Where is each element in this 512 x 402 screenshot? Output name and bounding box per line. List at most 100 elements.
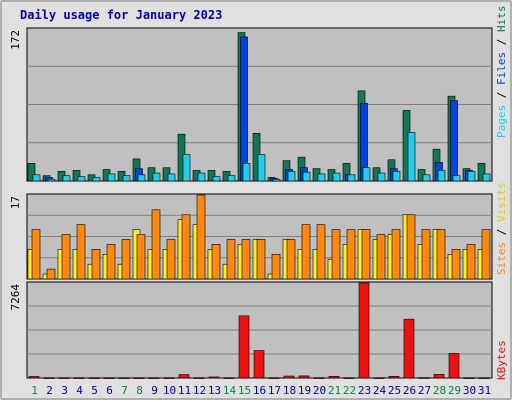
day-label-26: 26 xyxy=(403,384,416,397)
visits-bar-day-25 xyxy=(391,229,401,280)
visits-bar-day-29 xyxy=(451,249,461,280)
pages-bar-day-17 xyxy=(272,178,281,182)
pages-bar-day-10 xyxy=(167,173,176,182)
visits-bar-day-12 xyxy=(196,194,206,280)
day-label-20: 20 xyxy=(313,384,326,397)
pages-bar-day-20 xyxy=(317,173,326,182)
visits-bar-day-28 xyxy=(436,229,446,280)
legend-middle-separator: / xyxy=(495,222,508,242)
kbytes-bar-day-29 xyxy=(448,353,460,379)
day-label-1: 1 xyxy=(31,384,38,397)
day-label-19: 19 xyxy=(298,384,311,397)
kbytes-bar-day-21 xyxy=(328,376,340,379)
visits-bar-day-20 xyxy=(316,224,326,280)
day-label-11: 11 xyxy=(178,384,191,397)
kbytes-bar-day-8 xyxy=(133,377,145,379)
day-label-9: 9 xyxy=(151,384,158,397)
files-bar-day-29 xyxy=(450,100,458,182)
pages-bar-day-30 xyxy=(467,170,476,182)
legend-middle: Sites / Visits xyxy=(495,182,508,275)
pages-bar-day-24 xyxy=(377,172,386,182)
legend-top-separator: / xyxy=(495,85,508,105)
visits-bar-day-17 xyxy=(271,253,281,280)
kbytes-bar-day-3 xyxy=(58,377,70,379)
files-bar-day-15 xyxy=(240,36,248,182)
day-label-24: 24 xyxy=(373,384,387,397)
visits-bar-day-24 xyxy=(376,234,386,280)
day-label-14: 14 xyxy=(223,384,237,397)
pages-bar-day-25 xyxy=(392,170,401,182)
kbytes-bar-day-7 xyxy=(118,377,130,379)
pages-bar-day-31 xyxy=(482,173,491,182)
legend-middle-sites: Sites xyxy=(495,242,508,275)
visits-bar-day-30 xyxy=(466,244,476,280)
visits-bar-day-1 xyxy=(31,229,41,280)
bottom-ymax-label: 7264 xyxy=(9,284,22,311)
pages-bar-day-5 xyxy=(92,177,101,182)
kbytes-bar-day-23 xyxy=(358,282,370,379)
kbytes-bar-day-24 xyxy=(373,377,385,379)
visits-bar-day-6 xyxy=(106,244,116,280)
pages-bar-day-4 xyxy=(77,176,86,182)
pages-bar-day-22 xyxy=(347,174,356,182)
day-label-13: 13 xyxy=(208,384,221,397)
hits-bar-day-1 xyxy=(27,163,36,182)
day-label-4: 4 xyxy=(76,384,83,397)
pages-bar-day-29 xyxy=(452,175,461,182)
visits-bar-day-16 xyxy=(256,239,266,280)
day-label-28: 28 xyxy=(433,384,446,397)
kbytes-bar-day-5 xyxy=(88,377,100,379)
pages-bar-day-15 xyxy=(242,163,251,182)
day-label-27: 27 xyxy=(418,384,431,397)
kbytes-bar-day-31 xyxy=(478,377,490,379)
kbytes-bar-day-14 xyxy=(223,377,235,379)
kbytes-bar-day-9 xyxy=(148,377,160,379)
day-label-6: 6 xyxy=(106,384,113,397)
pages-bar-day-7 xyxy=(122,175,131,182)
day-label-16: 16 xyxy=(253,384,266,397)
legend-top-hits: Hits xyxy=(495,6,508,33)
chart-title: Daily usage for January 2023 xyxy=(20,8,223,22)
pages-bar-day-9 xyxy=(152,172,161,182)
legend-top: Pages / Files / Hits xyxy=(495,6,508,139)
pages-bar-day-23 xyxy=(362,167,371,182)
day-label-10: 10 xyxy=(163,384,176,397)
legend-bottom-kbytes: KBytes xyxy=(495,340,508,380)
visits-bar-day-22 xyxy=(346,229,356,280)
kbytes-bar-day-30 xyxy=(463,377,475,379)
visits-bar-day-9 xyxy=(151,209,161,280)
legend-bottom: KBytes xyxy=(495,340,508,380)
pages-bar-day-14 xyxy=(227,175,236,182)
kbytes-bar-day-25 xyxy=(388,375,400,379)
pages-bar-day-18 xyxy=(287,170,296,182)
kbytes-bar-day-27 xyxy=(418,377,430,379)
visits-bar-day-21 xyxy=(331,229,341,280)
kbytes-bar-day-6 xyxy=(103,377,115,379)
visits-bar-day-10 xyxy=(166,239,176,280)
pages-bar-day-6 xyxy=(107,173,116,182)
visits-bar-day-27 xyxy=(421,229,431,280)
day-label-31: 31 xyxy=(478,384,491,397)
pages-bar-day-2 xyxy=(47,178,56,182)
kbytes-bar-day-18 xyxy=(283,375,295,379)
pages-bar-day-27 xyxy=(422,174,431,182)
legend-top-files: Files xyxy=(495,52,508,85)
pages-bar-day-21 xyxy=(332,172,341,182)
hits-bar-day-31 xyxy=(477,163,486,182)
kbytes-bar-day-11 xyxy=(178,374,190,379)
kbytes-bar-day-1 xyxy=(28,376,40,379)
day-label-15: 15 xyxy=(238,384,251,397)
kbytes-bar-day-12 xyxy=(193,377,205,379)
visits-bar-day-13 xyxy=(211,244,221,280)
visits-bar-day-23 xyxy=(361,229,371,280)
day-label-12: 12 xyxy=(193,384,206,397)
visits-bar-day-19 xyxy=(301,224,311,280)
day-label-17: 17 xyxy=(268,384,281,397)
pages-bar-day-12 xyxy=(197,172,206,182)
kbytes-bar-day-26 xyxy=(403,318,415,379)
kbytes-bar-day-20 xyxy=(313,377,325,379)
middle-ymax-label: 17 xyxy=(9,196,22,209)
kbytes-bar-day-22 xyxy=(343,377,355,379)
visits-bar-day-5 xyxy=(91,249,101,280)
